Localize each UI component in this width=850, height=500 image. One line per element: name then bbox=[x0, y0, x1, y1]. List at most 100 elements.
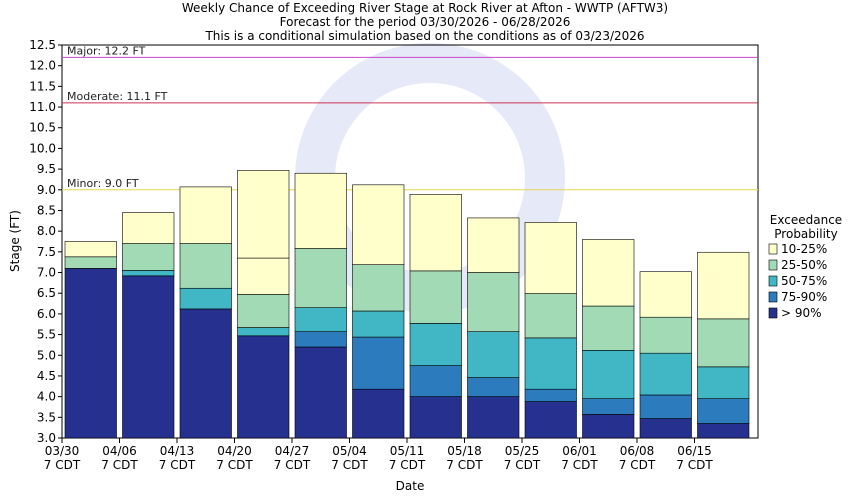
bar-segment-p50_75-week-1 bbox=[122, 270, 175, 277]
bar-segment-p25_50-week-11 bbox=[697, 318, 750, 368]
bar-segment-p75_90-week-6 bbox=[409, 365, 462, 397]
bar-segment-gt90-week-10 bbox=[639, 418, 692, 439]
bar-segment-p10_25-week-0 bbox=[64, 241, 117, 258]
bar-segment-gt90-week-3 bbox=[237, 335, 290, 439]
legend-title-2: Probability bbox=[774, 227, 837, 241]
bar-segment-p50_75-week-5 bbox=[352, 310, 405, 338]
bar-segment-p10_25-week-4 bbox=[294, 172, 347, 249]
y-tick-label-17: 11.5 bbox=[29, 79, 56, 93]
y-tick-label-12: 9.0 bbox=[37, 183, 56, 197]
y-tick-label-14: 10.0 bbox=[29, 141, 56, 155]
bar-segment-p10_25-week-5 bbox=[352, 184, 405, 265]
y-tick-label-1: 3.5 bbox=[37, 410, 56, 424]
legend-swatch-1 bbox=[768, 259, 778, 271]
bar-segment-p50_75-week-7 bbox=[467, 331, 520, 378]
bar-segment-gt90-week-1 bbox=[122, 275, 175, 439]
flood-label-1: Moderate: 11.1 FT bbox=[67, 90, 168, 103]
bar-segment-p50_75-week-9 bbox=[582, 349, 635, 400]
y-tick-label-13: 9.5 bbox=[37, 162, 56, 176]
bar-segment-p10_25-week-3 bbox=[237, 257, 290, 295]
exceedance-bars bbox=[64, 170, 750, 439]
bar-segment-p25_50-week-9 bbox=[582, 305, 635, 351]
y-tick-label-2: 4.0 bbox=[37, 390, 56, 404]
y-tick-label-3: 4.5 bbox=[37, 369, 56, 383]
bar-segment-p50_75-week-4 bbox=[294, 307, 347, 332]
bar-segment-p10_25-week-8 bbox=[524, 222, 577, 294]
bar-segment-p25_50-week-5 bbox=[352, 264, 405, 312]
bar-segment-p25_50-week-7 bbox=[467, 272, 520, 332]
y-tick-label-18: 12.0 bbox=[29, 59, 56, 73]
x-tick-label-8: 05/25 bbox=[505, 444, 540, 458]
bar-segment-p10_25-week-9 bbox=[582, 239, 635, 307]
x-tick-sublabel-8: 7 CDT bbox=[504, 458, 541, 472]
bar-segment-p10_25-week-6 bbox=[409, 194, 462, 272]
x-tick-sublabel-2: 7 CDT bbox=[159, 458, 196, 472]
y-axis: 3.0 3.5 4.0 4.5 5.0 5.5 6.0 6.5 7.0 7.5 8.0 8.5 9.0 9… bbox=[29, 38, 62, 445]
bar-segment-gt90-week-4 bbox=[294, 346, 347, 439]
legend-swatch-3 bbox=[768, 291, 778, 303]
x-tick-sublabel-7: 7 CDT bbox=[446, 458, 483, 472]
bar-segment-p10_25-week-3 bbox=[237, 170, 290, 259]
x-tick-sublabel-0: 7 CDT bbox=[44, 458, 81, 472]
legend-label-0: 10-25% bbox=[781, 242, 827, 256]
flood-level-lines: Major: 12.2 FT Moderate: 11.1 FT Minor: 9.… bbox=[62, 44, 758, 191]
bar-segment-gt90-week-8 bbox=[524, 401, 577, 439]
title-line-1: Weekly Chance of Exceeding River Stage a… bbox=[182, 1, 668, 15]
bar-segment-p25_50-week-4 bbox=[294, 248, 347, 308]
x-tick-label-6: 05/11 bbox=[390, 444, 425, 458]
y-tick-label-5: 5.5 bbox=[37, 328, 56, 342]
flood-label-2: Minor: 9.0 FT bbox=[67, 177, 139, 190]
y-tick-label-11: 8.5 bbox=[37, 203, 56, 217]
bar-segment-p10_25-week-11 bbox=[697, 251, 750, 320]
legend-swatch-2 bbox=[768, 275, 778, 287]
bar-segment-p10_25-week-7 bbox=[467, 217, 520, 273]
bar-segment-p25_50-week-1 bbox=[122, 243, 175, 271]
bar-segment-gt90-week-6 bbox=[409, 396, 462, 439]
y-tick-label-9: 7.5 bbox=[37, 245, 56, 259]
x-tick-label-4: 04/27 bbox=[275, 444, 310, 458]
x-tick-sublabel-3: 7 CDT bbox=[216, 458, 253, 472]
bar-segment-p75_90-week-7 bbox=[467, 377, 520, 397]
legend-swatch-4 bbox=[768, 307, 778, 319]
flood-label-0: Major: 12.2 FT bbox=[67, 44, 146, 57]
bar-segment-gt90-week-2 bbox=[179, 308, 232, 439]
bar-segment-gt90-week-11 bbox=[697, 423, 750, 439]
title-line-2: Forecast for the period 03/30/2026 - 06/… bbox=[280, 15, 571, 29]
chart-title: Weekly Chance of Exceeding River Stage a… bbox=[182, 1, 668, 43]
bar-segment-p50_75-week-8 bbox=[524, 337, 577, 390]
x-tick-sublabel-5: 7 CDT bbox=[331, 458, 368, 472]
bar-segment-p25_50-week-10 bbox=[639, 316, 692, 354]
x-tick-label-5: 05/04 bbox=[332, 444, 367, 458]
x-tick-sublabel-1: 7 CDT bbox=[101, 458, 138, 472]
bar-segment-p25_50-week-2 bbox=[179, 243, 232, 289]
x-tick-sublabel-6: 7 CDT bbox=[389, 458, 426, 472]
y-tick-label-0: 3.0 bbox=[37, 431, 56, 445]
legend-swatch-0 bbox=[768, 243, 778, 255]
y-axis-label: Stage (FT) bbox=[8, 210, 22, 272]
x-tick-label-7: 05/18 bbox=[447, 444, 482, 458]
bar-segment-gt90-week-7 bbox=[467, 396, 520, 439]
bar-segment-p75_90-week-11 bbox=[697, 398, 750, 424]
x-tick-sublabel-9: 7 CDT bbox=[561, 458, 598, 472]
x-axis-label: Date bbox=[396, 479, 425, 493]
x-tick-label-9: 06/01 bbox=[562, 444, 597, 458]
x-tick-label-1: 04/06 bbox=[102, 444, 137, 458]
bar-segment-p50_75-week-6 bbox=[409, 323, 462, 366]
bar-segment-p25_50-week-0 bbox=[64, 256, 117, 269]
y-tick-label-16: 11.0 bbox=[29, 100, 56, 114]
y-tick-label-15: 10.5 bbox=[29, 121, 56, 135]
bar-segment-p75_90-week-9 bbox=[582, 398, 635, 415]
bar-segment-p50_75-week-11 bbox=[697, 366, 750, 399]
legend-title-1: Exceedance bbox=[770, 213, 842, 227]
bar-segment-p10_25-week-2 bbox=[179, 186, 232, 244]
bar-segment-p75_90-week-5 bbox=[352, 336, 405, 390]
x-tick-label-10: 06/08 bbox=[620, 444, 655, 458]
x-tick-sublabel-10: 7 CDT bbox=[619, 458, 656, 472]
bar-segment-p25_50-week-8 bbox=[524, 293, 577, 339]
bar-segment-p75_90-week-8 bbox=[524, 388, 577, 402]
legend-label-4: > 90% bbox=[781, 306, 822, 320]
x-tick-label-2: 04/13 bbox=[160, 444, 195, 458]
bar-segment-gt90-week-0 bbox=[64, 268, 117, 439]
